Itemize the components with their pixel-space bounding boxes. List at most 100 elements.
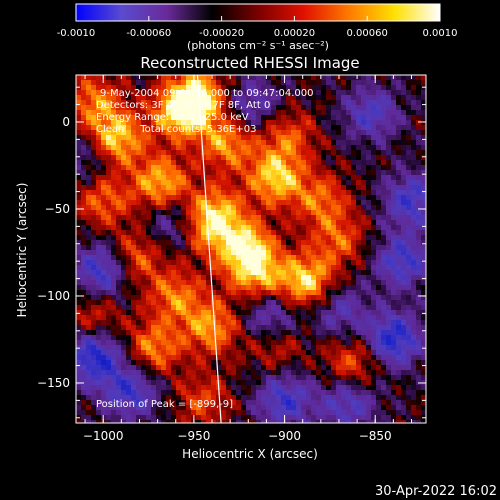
heatmap-pixel <box>301 170 306 175</box>
heatmap-pixel <box>96 275 101 280</box>
heatmap-pixel <box>396 285 401 290</box>
heatmap-pixel <box>371 215 376 220</box>
heatmap-pixel <box>86 400 91 405</box>
heatmap-pixel <box>101 410 106 415</box>
heatmap-pixel <box>101 135 106 140</box>
heatmap-pixel <box>111 215 116 220</box>
heatmap-pixel <box>341 300 346 305</box>
heatmap-pixel <box>136 385 141 390</box>
heatmap-pixel <box>166 290 171 295</box>
heatmap-pixel <box>91 255 96 260</box>
heatmap-pixel <box>151 250 156 255</box>
heatmap-pixel <box>321 375 326 380</box>
heatmap-pixel <box>216 420 221 423</box>
heatmap-pixel <box>321 300 326 305</box>
heatmap-pixel <box>311 400 316 405</box>
heatmap-pixel <box>151 180 156 185</box>
heatmap-pixel <box>286 270 291 275</box>
heatmap-pixel <box>146 80 151 85</box>
heatmap-pixel <box>266 275 271 280</box>
heatmap-pixel <box>366 415 371 420</box>
heatmap-pixel <box>281 135 286 140</box>
heatmap-pixel <box>186 340 191 345</box>
heatmap-pixel <box>191 170 196 175</box>
heatmap-pixel <box>166 300 171 305</box>
heatmap-pixel <box>316 235 321 240</box>
heatmap-pixel <box>421 125 426 130</box>
heatmap-pixel <box>136 245 141 250</box>
heatmap-pixel <box>191 230 196 235</box>
heatmap-pixel <box>216 370 221 375</box>
heatmap-pixel <box>231 375 236 380</box>
heatmap-pixel <box>381 305 386 310</box>
heatmap-pixel <box>251 365 256 370</box>
heatmap-pixel <box>396 350 401 355</box>
heatmap-pixel <box>176 315 181 320</box>
heatmap-pixel <box>241 225 246 230</box>
heatmap-pixel <box>156 290 161 295</box>
heatmap-pixel <box>261 275 266 280</box>
heatmap-pixel <box>306 380 311 385</box>
heatmap-pixel <box>141 195 146 200</box>
heatmap-pixel <box>416 395 421 400</box>
heatmap-pixel <box>386 405 391 410</box>
heatmap-pixel <box>166 335 171 340</box>
heatmap-pixel <box>136 240 141 245</box>
heatmap-pixel <box>261 195 266 200</box>
heatmap-pixel <box>256 325 261 330</box>
heatmap-pixel <box>201 260 206 265</box>
heatmap-pixel <box>261 100 266 105</box>
heatmap-pixel <box>91 400 96 405</box>
heatmap-pixel <box>396 130 401 135</box>
heatmap-pixel <box>206 420 211 423</box>
heatmap-pixel <box>396 140 401 145</box>
heatmap-pixel <box>326 165 331 170</box>
heatmap-pixel <box>326 190 331 195</box>
heatmap-pixel <box>76 170 81 175</box>
heatmap-pixel <box>261 350 266 355</box>
heatmap-pixel <box>241 180 246 185</box>
heatmap-pixel <box>116 120 121 125</box>
heatmap-pixel <box>281 280 286 285</box>
heatmap-pixel <box>396 155 401 160</box>
heatmap-pixel <box>301 405 306 410</box>
heatmap-pixel <box>321 120 326 125</box>
heatmap-pixel <box>176 255 181 260</box>
heatmap-pixel <box>381 270 386 275</box>
heatmap-pixel <box>336 240 341 245</box>
heatmap-pixel <box>201 420 206 423</box>
heatmap-pixel <box>291 120 296 125</box>
heatmap-pixel <box>326 325 331 330</box>
heatmap-pixel <box>406 150 411 155</box>
heatmap-pixel <box>396 355 401 360</box>
heatmap-pixel <box>291 365 296 370</box>
heatmap-pixel <box>356 115 361 120</box>
heatmap-pixel <box>361 155 366 160</box>
heatmap-pixel <box>136 115 141 120</box>
heatmap-pixel <box>266 370 271 375</box>
heatmap-pixel <box>226 165 231 170</box>
heatmap-pixel <box>251 340 256 345</box>
heatmap-pixel <box>126 305 131 310</box>
heatmap-pixel <box>331 280 336 285</box>
heatmap-pixel <box>101 140 106 145</box>
heatmap-pixel <box>321 365 326 370</box>
heatmap-pixel <box>296 355 301 360</box>
heatmap-pixel <box>326 265 331 270</box>
heatmap-pixel <box>171 155 176 160</box>
heatmap-pixel <box>221 390 226 395</box>
heatmap-pixel <box>106 330 111 335</box>
heatmap-pixel <box>111 75 116 80</box>
heatmap-pixel <box>216 90 221 95</box>
heatmap-pixel <box>376 135 381 140</box>
heatmap-pixel <box>251 205 256 210</box>
heatmap-pixel <box>221 150 226 155</box>
heatmap-pixel <box>366 235 371 240</box>
heatmap-pixel <box>226 130 231 135</box>
heatmap-pixel <box>141 240 146 245</box>
heatmap-pixel <box>81 260 86 265</box>
heatmap-pixel <box>396 205 401 210</box>
heatmap-pixel <box>181 155 186 160</box>
heatmap-pixel <box>106 170 111 175</box>
heatmap-pixel <box>321 220 326 225</box>
